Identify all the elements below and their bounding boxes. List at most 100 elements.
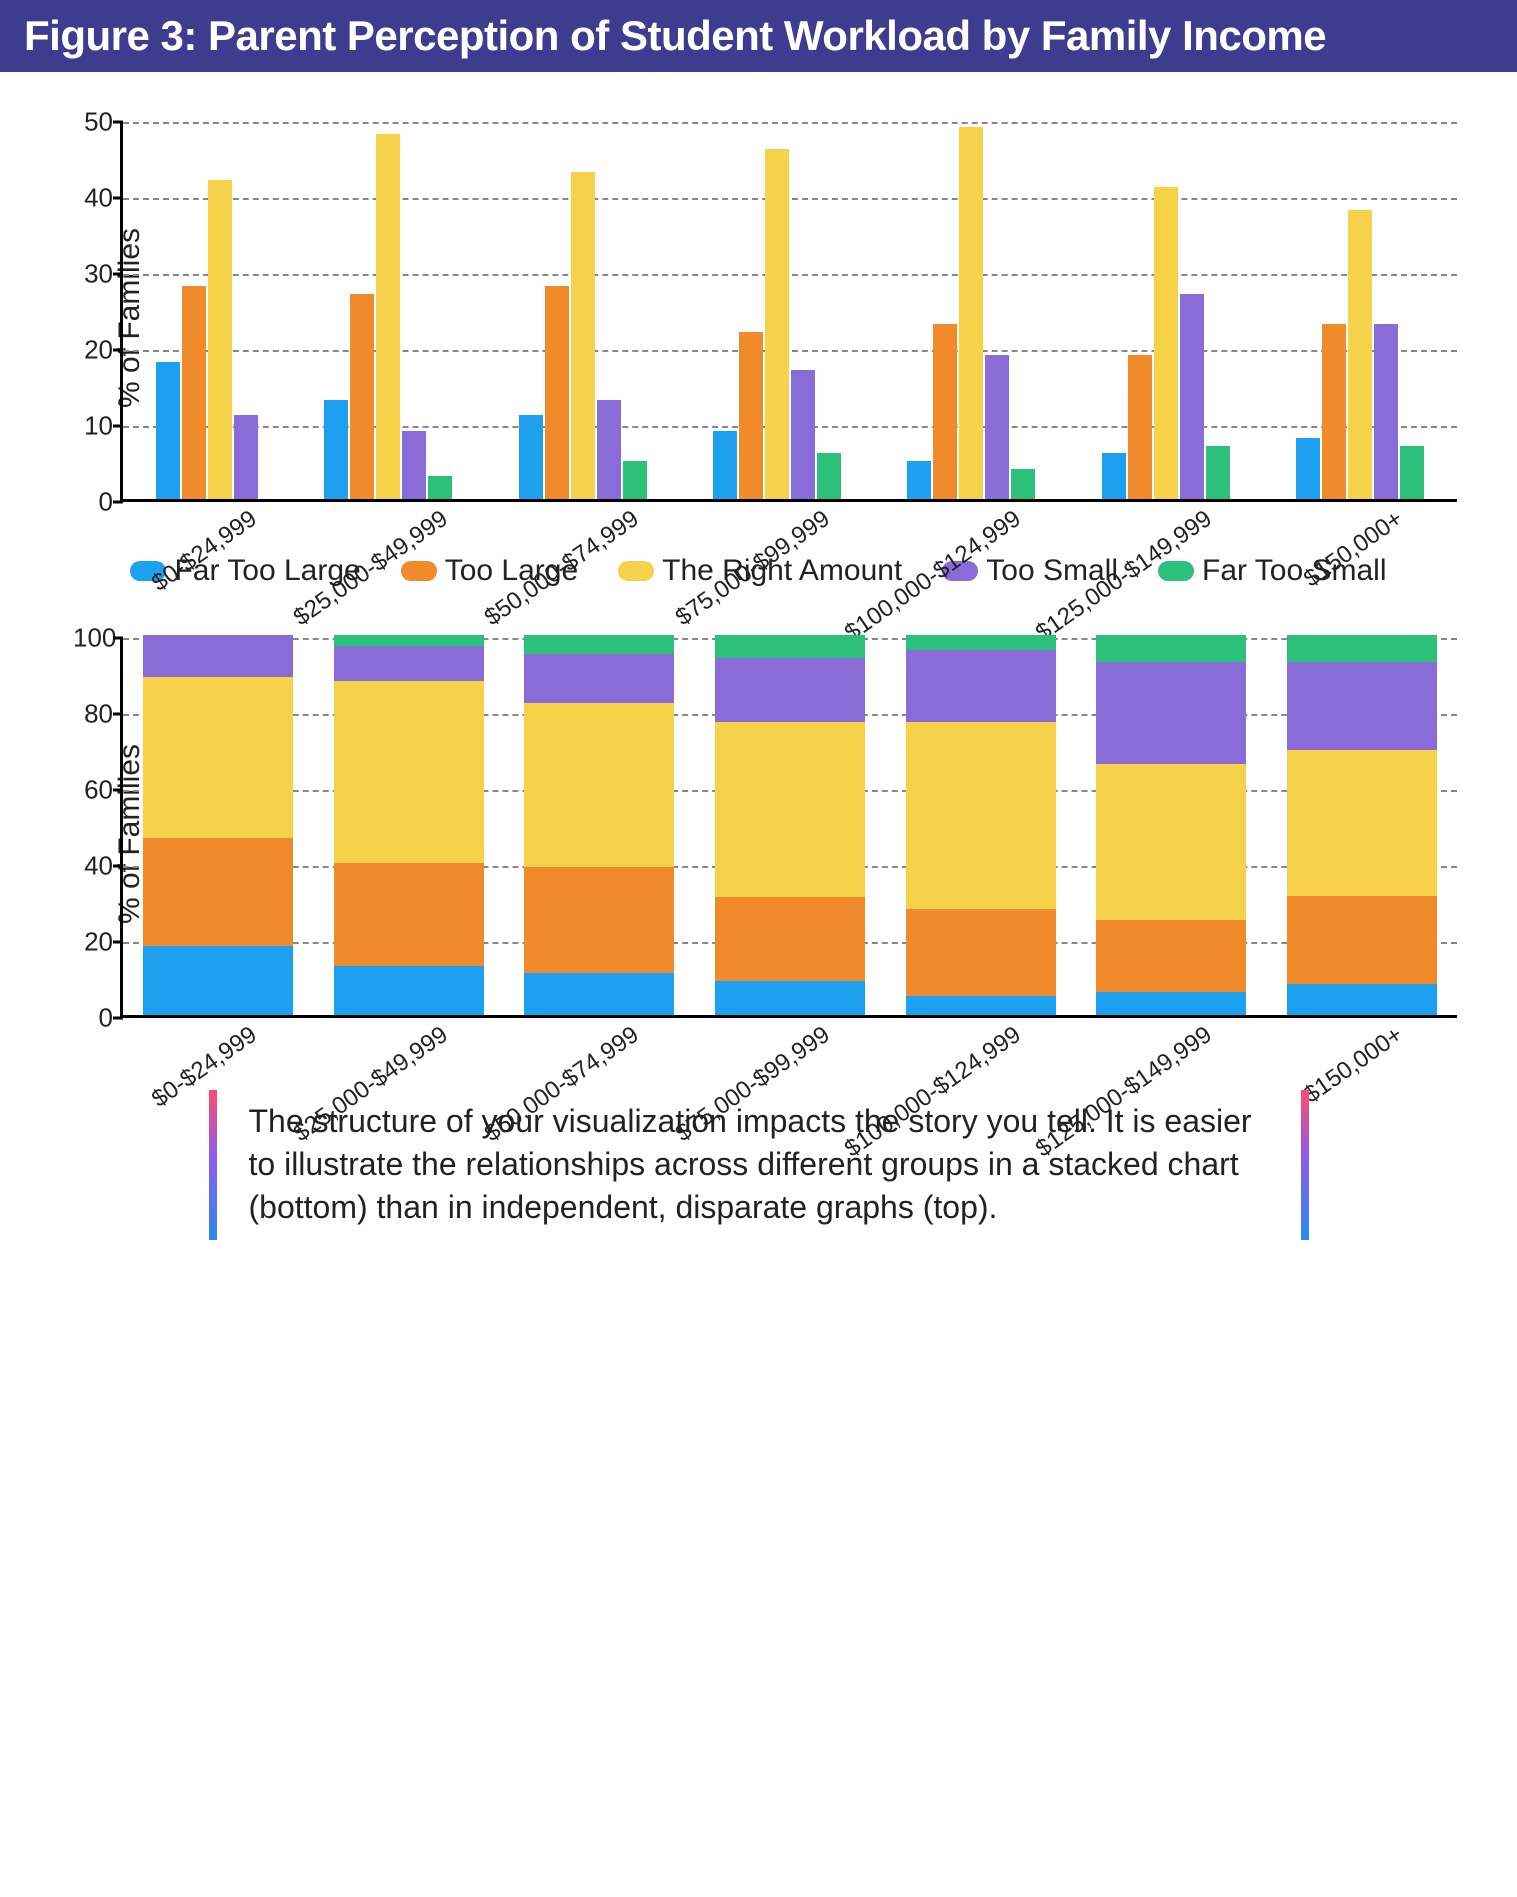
- y-tick-mark: [113, 941, 123, 944]
- stacked-segment: [524, 635, 674, 654]
- stacked-segment: [143, 946, 293, 1015]
- stacked-segment: [715, 658, 865, 723]
- stacked-segment: [1096, 662, 1246, 765]
- figure-title: Figure 3: Parent Perception of Student W…: [0, 0, 1517, 72]
- bar: [1400, 446, 1424, 499]
- stacked-bar: [1096, 635, 1246, 1015]
- stacked-segment: [1096, 635, 1246, 662]
- stacked-segment: [524, 703, 674, 866]
- y-tick-mark: [113, 349, 123, 352]
- bar: [376, 134, 400, 499]
- bar: [545, 286, 569, 499]
- stacked-segment: [1287, 984, 1437, 1015]
- bar: [428, 476, 452, 499]
- bar: [985, 355, 1009, 499]
- bar: [1180, 294, 1204, 499]
- y-tick-label: 80: [73, 699, 113, 730]
- stacked-segment: [1287, 662, 1437, 750]
- stacked-segment: [1287, 635, 1437, 662]
- bar: [1128, 355, 1152, 499]
- callout-accent-left: [209, 1090, 217, 1240]
- bar: [402, 431, 426, 499]
- bar-group: [713, 149, 841, 499]
- stacked-segment: [906, 722, 1056, 908]
- stacked-segment: [906, 650, 1056, 722]
- stacked-bar: [143, 635, 293, 1015]
- callout-accent-right: [1301, 1090, 1309, 1240]
- bar: [1102, 453, 1126, 499]
- stacked-segment: [906, 909, 1056, 996]
- bar: [156, 362, 180, 499]
- stacked-segment: [524, 867, 674, 973]
- stacked-bar-chart: % of Families 020406080100 $0-$24,999$25…: [120, 638, 1457, 1030]
- callout-box: The structure of your visualization impa…: [209, 1090, 1309, 1240]
- stacked-segment: [1287, 750, 1437, 896]
- bar-group: [907, 127, 1035, 499]
- stacked-segment: [524, 973, 674, 1015]
- bar: [1296, 438, 1320, 499]
- stacked-segment: [1096, 992, 1246, 1015]
- bar: [1154, 187, 1178, 499]
- stacked-segment: [906, 635, 1056, 650]
- y-tick-mark: [113, 865, 123, 868]
- bar-group: [1296, 210, 1424, 499]
- stacked-bar: [906, 635, 1056, 1015]
- bar: [791, 370, 815, 499]
- stacked-segment: [715, 635, 865, 658]
- stacked-segment: [906, 996, 1056, 1015]
- stacked-segment: [715, 722, 865, 897]
- y-tick-mark: [113, 789, 123, 792]
- bar: [933, 324, 957, 499]
- y-tick-label: 40: [73, 851, 113, 882]
- bar: [182, 286, 206, 499]
- bar: [597, 400, 621, 499]
- stacked-segment: [143, 677, 293, 838]
- y-tick-label: 60: [73, 775, 113, 806]
- y-tick-mark: [113, 425, 123, 428]
- bar: [623, 461, 647, 499]
- y-tick-label: 30: [73, 259, 113, 290]
- bar: [765, 149, 789, 499]
- bar: [907, 461, 931, 499]
- stacked-segment: [715, 981, 865, 1015]
- y-tick-mark: [113, 273, 123, 276]
- y-tick-mark: [113, 121, 123, 124]
- bar-group: [324, 134, 452, 499]
- y-tick-mark: [113, 713, 123, 716]
- stacked-bar: [715, 635, 865, 1015]
- legend-swatch: [618, 561, 654, 581]
- bar: [739, 332, 763, 499]
- bar: [324, 400, 348, 499]
- stacked-segment: [1096, 764, 1246, 920]
- bar: [1206, 446, 1230, 499]
- stacked-segment: [1096, 920, 1246, 992]
- bar: [713, 431, 737, 499]
- bar: [1011, 469, 1035, 499]
- stacked-bar: [334, 635, 484, 1015]
- legend-swatch: [401, 561, 437, 581]
- stacked-segment: [143, 838, 293, 945]
- stacked-segment: [1287, 896, 1437, 984]
- stacked-container: [123, 638, 1457, 1015]
- bar: [817, 453, 841, 499]
- stacked-segment: [334, 863, 484, 966]
- callout-text: The structure of your visualization impa…: [249, 1100, 1269, 1230]
- bar: [519, 415, 543, 499]
- y-tick-label: 20: [73, 335, 113, 366]
- y-tick-mark: [113, 501, 123, 504]
- y-tick-label: 10: [73, 411, 113, 442]
- y-tick-label: 40: [73, 183, 113, 214]
- grouped-plot: 01020304050: [120, 122, 1457, 502]
- y-tick-mark: [113, 637, 123, 640]
- stacked-segment: [334, 966, 484, 1015]
- bar: [350, 294, 374, 499]
- bar: [208, 180, 232, 499]
- y-tick-label: 20: [73, 927, 113, 958]
- stacked-segment: [524, 654, 674, 703]
- y-tick-label: 0: [73, 487, 113, 518]
- stacked-segment: [334, 681, 484, 863]
- stacked-segment: [715, 897, 865, 981]
- bar: [1348, 210, 1372, 499]
- y-tick-mark: [113, 1017, 123, 1020]
- stacked-bar: [1287, 635, 1437, 1015]
